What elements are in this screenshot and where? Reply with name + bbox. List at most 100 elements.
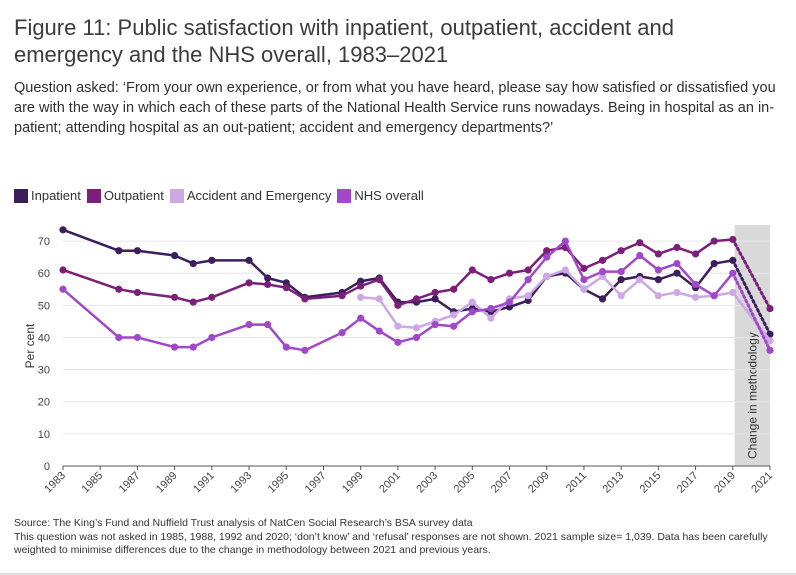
data-point [357,282,365,290]
legend-label: Outpatient [103,188,164,203]
data-point [487,304,495,313]
data-point [729,235,737,244]
x-tick-label: 1997 [303,470,329,496]
legend-item-nhs-overall: NHS overall [337,188,424,203]
data-point [208,293,216,301]
y-tick-label: 50 [38,300,50,312]
data-point [394,338,402,346]
x-tick-label: 2019 [712,470,738,496]
x-tick-label: 2003 [414,470,440,496]
data-point [636,251,644,260]
legend: Inpatient Outpatient Accident and Emergenc… [14,188,430,203]
x-tick-label: 2011 [564,470,589,495]
data-point [524,276,532,284]
data-point [673,243,681,252]
data-point [59,226,67,234]
data-point [524,266,532,274]
data-point [189,343,197,351]
data-point [412,324,421,332]
data-point [59,266,67,274]
data-point [691,293,700,301]
data-point [264,274,272,282]
legend-item-outpatient: Outpatient [86,188,164,203]
data-point [189,259,197,268]
data-point [673,259,681,268]
data-point [282,284,290,292]
methodology-change-region [734,225,770,466]
data-point [617,267,625,276]
data-point [171,251,179,260]
x-tick-label: 2007 [489,470,515,496]
data-point [543,272,551,281]
legend-swatch [86,188,101,203]
data-point [543,253,551,261]
x-tick-label: 1989 [154,470,180,496]
x-tick-label: 1993 [228,470,254,496]
data-point [766,346,774,354]
data-point [561,266,569,274]
methodology-label: Change in methodology [745,332,759,459]
data-point [431,288,439,297]
data-point [766,304,774,313]
legend-item-accident-and-emergency: Accident and Emergency [169,188,332,203]
data-point [115,247,123,255]
projection-line [731,258,772,336]
data-point [524,292,532,300]
data-point [561,237,569,245]
data-point [133,333,142,342]
data-point [208,333,216,342]
y-tick-label: 20 [38,397,50,409]
x-tick-label: 2021 [749,470,775,496]
data-point [133,247,142,255]
data-point [598,295,607,303]
data-point [598,256,607,264]
y-tick-label: 60 [38,268,50,280]
data-point [338,292,346,300]
legend-swatch [169,188,184,203]
x-tick-label: 2017 [675,470,701,496]
legend-swatch [337,188,352,203]
data-point [505,298,514,306]
data-point [487,276,495,284]
data-point [691,280,700,289]
data-point [264,321,272,329]
y-axis-label: Per cent [23,323,37,368]
data-point [710,237,718,245]
legend-item-inpatient: Inpatient [14,188,81,203]
series-accident-and-emergency [357,266,774,345]
data-point [115,285,123,293]
survey-note: This question was not asked in 1985, 198… [14,530,768,557]
data-point [710,292,718,300]
data-point [654,250,662,258]
series-line [62,239,734,352]
data-point [580,285,588,293]
x-tick-label: 1983 [42,470,68,496]
data-point [171,293,179,301]
data-point [691,250,700,258]
legend-label: Accident and Emergency [186,188,332,203]
legend-swatch [14,188,28,203]
page-title: Figure 11: Public satisfaction with inpa… [14,15,674,67]
data-point [357,314,365,322]
data-point [710,259,718,268]
data-point [673,269,681,277]
x-tick-label: 2005 [452,470,478,496]
data-point [654,292,662,300]
data-point [580,264,588,272]
x-tick-label: 2009 [526,470,552,496]
data-point [598,267,607,276]
projection-line [731,237,772,311]
projection-line [731,290,772,343]
data-point [375,276,383,284]
source-note: Source: The King’s Fund and Nuffield Tru… [14,517,473,529]
data-point [654,276,662,284]
data-point [301,295,309,303]
bottom-divider [0,573,796,575]
data-point [394,322,402,330]
data-point [617,292,625,300]
y-tick-label: 0 [44,461,50,473]
legend-label: Inpatient [31,188,81,203]
series-outpatient [59,235,774,313]
data-point [487,314,495,322]
data-point [729,256,737,264]
